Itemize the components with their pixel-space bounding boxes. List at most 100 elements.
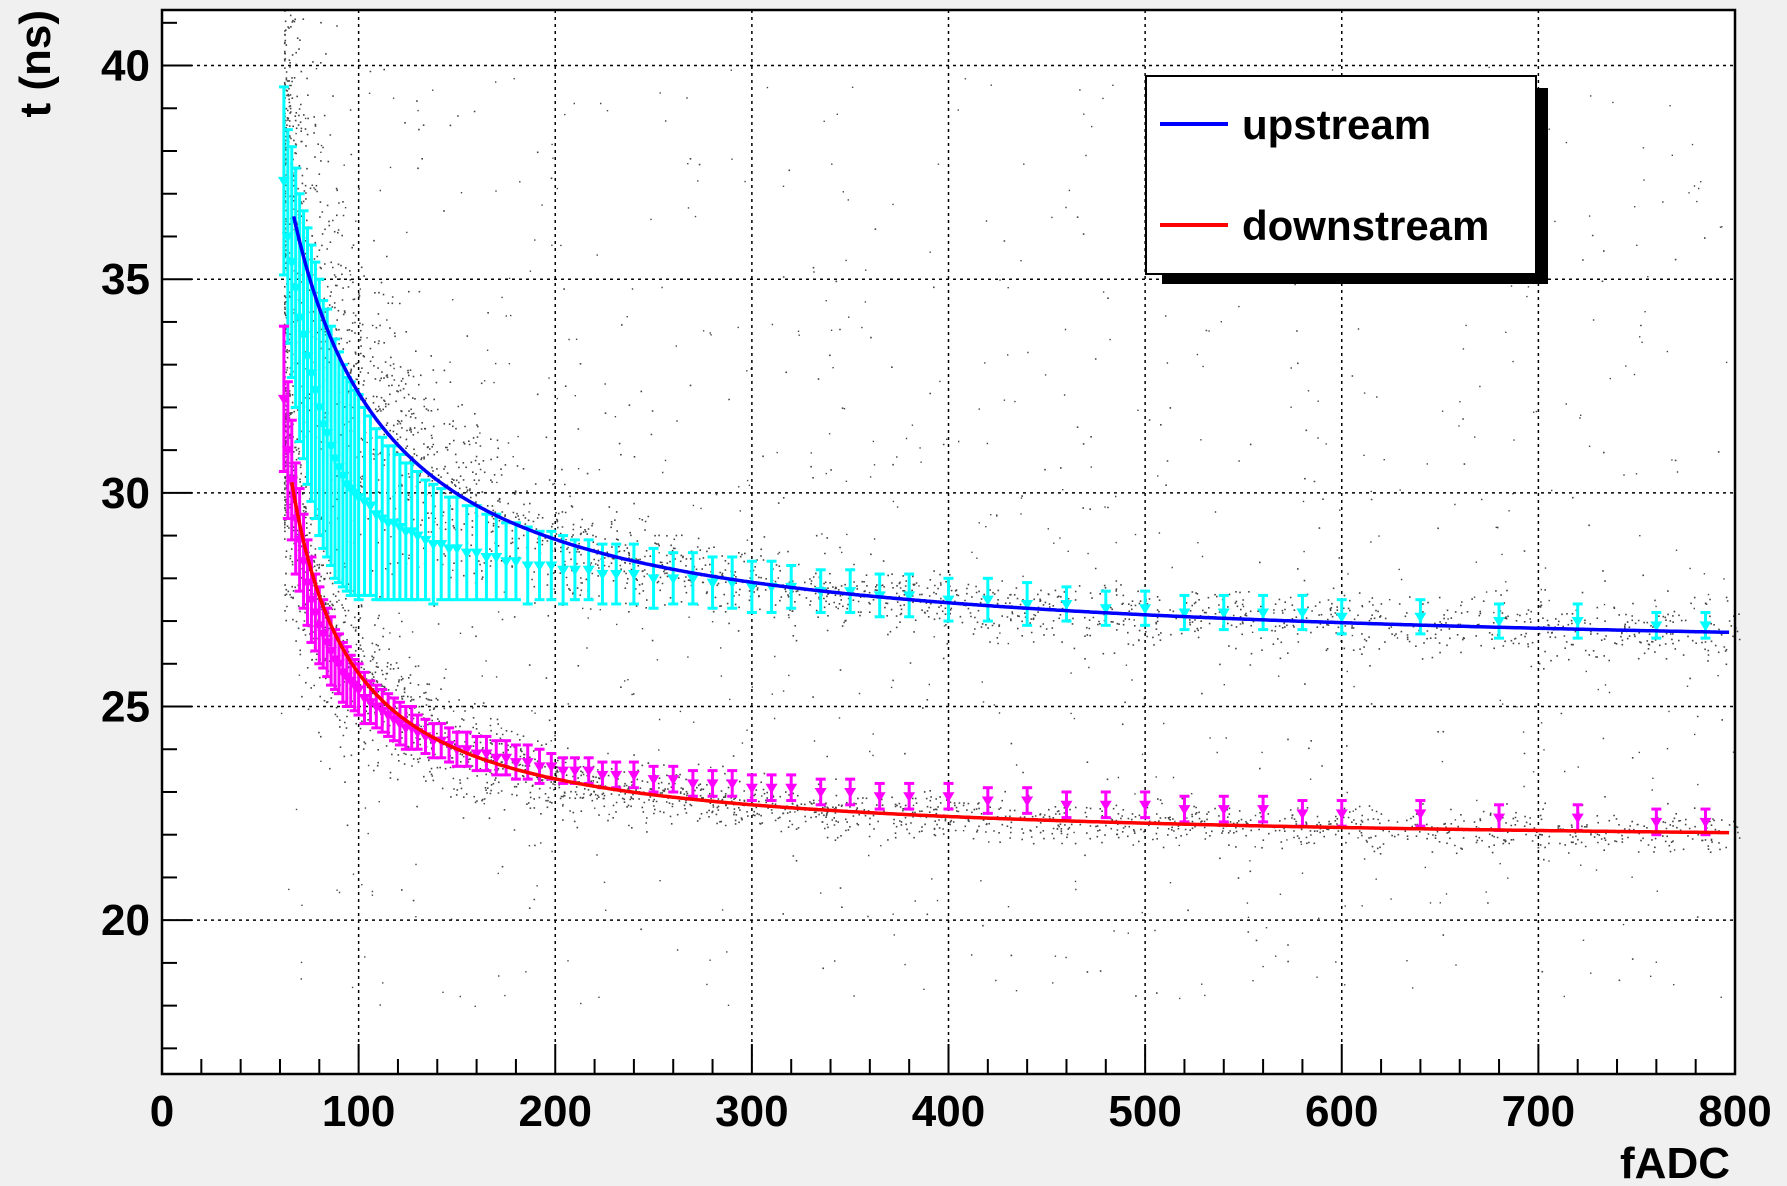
data-point	[376, 687, 389, 734]
data-point	[1414, 799, 1427, 828]
data-point	[647, 546, 660, 610]
legend-label-upstream: upstream	[1242, 101, 1431, 148]
data-point	[844, 568, 857, 615]
y-tick-label: 40	[101, 42, 150, 91]
x-tick-label: 600	[1305, 1087, 1378, 1136]
data-point	[1335, 598, 1348, 636]
data-point	[647, 764, 660, 794]
data-point	[1217, 593, 1230, 632]
data-point	[1060, 790, 1073, 820]
data-point	[1099, 589, 1112, 627]
x-tick-label: 500	[1108, 1087, 1181, 1136]
data-point	[1699, 611, 1712, 640]
data-point	[814, 777, 827, 807]
data-point	[706, 555, 719, 610]
y-axis-title: t (ns)	[11, 10, 60, 118]
data-point	[370, 427, 383, 602]
data-point	[545, 529, 558, 602]
data-point	[1257, 794, 1270, 824]
data-point	[1021, 786, 1034, 815]
data-point	[1296, 593, 1309, 632]
data-point	[1178, 794, 1191, 824]
data-point	[686, 769, 699, 798]
x-tick-label: 300	[715, 1087, 788, 1136]
data-point	[942, 576, 955, 623]
data-point	[726, 769, 739, 798]
data-point	[981, 786, 994, 815]
data-point	[393, 700, 406, 747]
data-point	[500, 739, 513, 777]
x-axis-title: fADC	[1620, 1139, 1730, 1186]
x-tick-label: 0	[150, 1087, 174, 1136]
x-tick-label: 200	[519, 1087, 592, 1136]
fit-curves	[290, 216, 1730, 835]
data-point	[509, 743, 522, 781]
x-tick-label: 800	[1698, 1087, 1771, 1136]
data-point	[460, 730, 473, 768]
data-point	[393, 452, 406, 602]
data-point	[480, 734, 493, 773]
data-point	[873, 781, 886, 811]
data-point	[1414, 598, 1427, 636]
data-point	[726, 555, 739, 610]
data-point	[903, 572, 916, 619]
data-point	[610, 542, 623, 606]
data-point	[427, 482, 440, 606]
data-point	[533, 747, 546, 785]
data-point	[285, 418, 298, 542]
data-point	[785, 773, 798, 803]
y-tick-label: 35	[101, 255, 150, 304]
data-point	[388, 696, 401, 743]
data-point	[706, 769, 719, 798]
x-tick-label: 100	[322, 1087, 395, 1136]
y-tick-label: 20	[101, 896, 150, 945]
fit-curve-downstream	[290, 481, 1730, 835]
data-point	[667, 764, 680, 794]
data-point	[1493, 602, 1506, 640]
y-tick-label: 25	[101, 683, 150, 732]
data-point	[745, 559, 758, 615]
data-point	[1060, 585, 1073, 623]
legend-label-downstream: downstream	[1242, 202, 1489, 249]
legend: upstream downstream	[1145, 75, 1548, 284]
data-point	[627, 760, 640, 790]
fit-curve-upstream	[291, 216, 1730, 635]
data-point	[1650, 611, 1663, 640]
data-point	[1099, 790, 1112, 820]
data-point	[1571, 602, 1584, 640]
x-tick-label: 700	[1502, 1087, 1575, 1136]
data-point	[1178, 593, 1191, 632]
data-point	[352, 393, 365, 602]
legend-box	[1145, 75, 1537, 275]
data-point	[470, 734, 483, 773]
data-point	[364, 414, 377, 597]
error-bars	[277, 85, 1712, 837]
axis-ticks	[161, 21, 1736, 1074]
data-point	[1021, 581, 1034, 627]
data-point	[1139, 589, 1152, 627]
data-point	[627, 542, 640, 606]
data-point	[686, 551, 699, 606]
data-point	[903, 781, 916, 811]
data-point	[745, 773, 758, 803]
data-point	[419, 478, 432, 602]
data-point	[981, 576, 994, 623]
series-upstream	[277, 85, 1712, 640]
data-point	[844, 777, 857, 807]
data-point	[765, 773, 778, 803]
data-point	[1217, 794, 1230, 824]
data-point	[557, 534, 570, 606]
tick-labels: 0 100 200 300 400 500 600 700 800 20 25 30 35 40	[101, 42, 1772, 1136]
data-point	[382, 692, 395, 738]
data-point	[610, 760, 623, 790]
data-point	[667, 551, 680, 606]
data-point	[1699, 807, 1712, 837]
data-point	[1257, 593, 1270, 632]
data-point	[1139, 790, 1152, 820]
y-tick-label: 30	[101, 469, 150, 518]
data-point	[460, 504, 473, 602]
data-point	[942, 781, 955, 811]
data-point	[568, 538, 581, 602]
data-point	[490, 739, 503, 777]
